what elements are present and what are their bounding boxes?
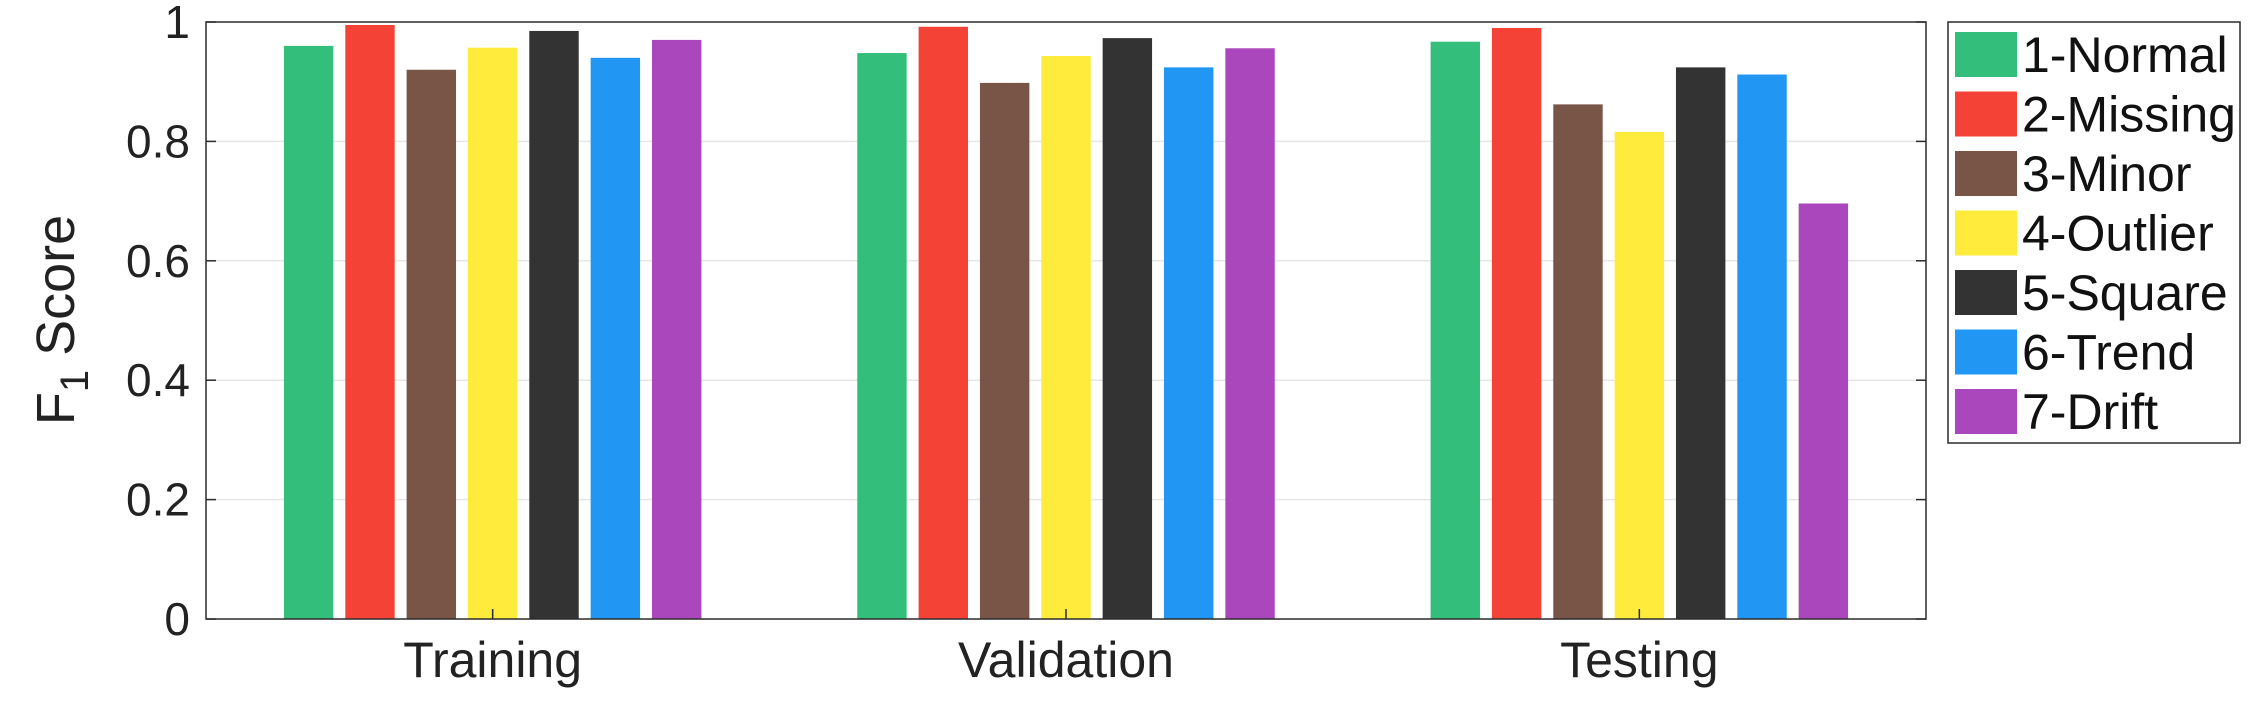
bar-6-trend-training — [590, 57, 641, 619]
bars — [283, 24, 1849, 620]
bar-2-missing-training — [345, 24, 395, 620]
bar-3-minor-validation — [979, 82, 1030, 620]
bar-4-outlier-validation — [1041, 56, 1091, 620]
y-axis-ticks: 0 0.2 0.4 0.6 0.8 1 — [126, 0, 1926, 645]
legend-swatch — [1955, 270, 2017, 315]
y-axis-label: F1 Score — [26, 215, 97, 425]
bar-5-square-validation — [1102, 38, 1153, 619]
legend-label: 5-Square — [2022, 265, 2228, 321]
bar-4-outlier-testing — [1614, 131, 1665, 619]
bar-7-drift-validation — [1225, 48, 1275, 619]
legend-label: 4-Outlier — [2022, 206, 2214, 262]
y-tick-label: 0.6 — [126, 235, 190, 287]
bar-7-drift-training — [651, 39, 702, 620]
legend-swatch — [1955, 91, 2017, 137]
bar-6-trend-testing — [1737, 74, 1787, 619]
y-axis-label-subscript: 1 — [53, 370, 97, 392]
legend-swatch — [1955, 329, 2017, 375]
y-axis-label-prefix: F — [26, 392, 86, 425]
bar-6-trend-validation — [1163, 67, 1214, 619]
y-tick-label: 0.4 — [126, 354, 190, 406]
bar-2-missing-validation — [918, 26, 969, 619]
legend-swatch — [1955, 210, 2017, 256]
legend-swatch — [1955, 32, 2017, 77]
y-tick-label: 0.2 — [126, 474, 190, 526]
legend-label: 6-Trend — [2022, 325, 2195, 381]
bar-5-square-testing — [1675, 67, 1726, 619]
bar-5-square-training — [529, 30, 579, 619]
legend-swatch — [1955, 389, 2017, 434]
x-tick-label: Validation — [958, 632, 1174, 688]
y-axis-label-text: Score — [26, 215, 86, 356]
x-axis-ticks: Training Validation Testing — [403, 609, 1719, 688]
bar-7-drift-testing — [1798, 203, 1849, 619]
bar-1-normal-testing — [1430, 41, 1481, 620]
legend-label: 3-Minor — [2022, 146, 2191, 202]
y-tick-label: 0.8 — [126, 115, 190, 167]
legend-swatch — [1955, 151, 2017, 196]
legend: 1-Normal2-Missing3-Minor4-Outlier5-Squar… — [1947, 21, 2241, 444]
legend-label: 1-Normal — [2022, 27, 2228, 83]
y-tick-label: 0 — [164, 593, 190, 645]
bar-1-normal-training — [283, 45, 334, 619]
legend-label: 2-Missing — [2022, 87, 2236, 143]
bar-3-minor-training — [406, 69, 457, 619]
bar-1-normal-validation — [857, 53, 907, 619]
x-tick-label: Testing — [1560, 632, 1718, 688]
y-tick-label: 1 — [164, 0, 190, 48]
bar-3-minor-testing — [1553, 104, 1603, 620]
bar-2-missing-testing — [1491, 27, 1542, 620]
bar-4-outlier-training — [467, 47, 518, 619]
legend-label: 7-Drift — [2022, 384, 2158, 440]
x-tick-label: Training — [403, 632, 582, 688]
